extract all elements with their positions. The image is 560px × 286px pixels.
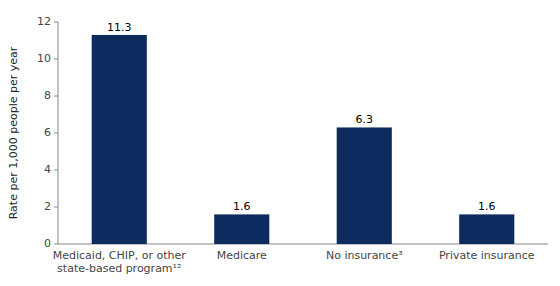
x-tick-label: No insurance³ bbox=[326, 249, 403, 262]
x-axis: Medicaid, CHIP, or otherstate-based prog… bbox=[53, 249, 535, 275]
y-tick bbox=[54, 207, 58, 208]
y-tick bbox=[54, 170, 58, 171]
y-axis-line bbox=[58, 22, 59, 244]
y-tick bbox=[54, 244, 58, 245]
bar bbox=[92, 35, 147, 244]
bar bbox=[337, 127, 392, 244]
data-labels: 11.3 1.6 6.3 1.6 bbox=[107, 21, 496, 213]
x-tick-label-line: Medicare bbox=[217, 249, 267, 262]
x-tick-label-line: Private insurance bbox=[439, 249, 535, 262]
x-tick-label: Medicare bbox=[217, 249, 267, 262]
chart: 0 2 4 6 8 10 12 Rate per 1,000 people per year 1… bbox=[0, 0, 560, 286]
y-tick bbox=[54, 133, 58, 134]
x-tick-label-line: Medicaid, CHIP, or other bbox=[53, 249, 186, 262]
y-tick-label: 12 bbox=[37, 15, 51, 28]
bars bbox=[92, 35, 515, 244]
bar bbox=[214, 214, 269, 244]
y-tick bbox=[54, 59, 58, 60]
y-tick-label: 10 bbox=[37, 52, 51, 65]
y-tick-label: 8 bbox=[44, 89, 51, 102]
y-tick-label: 0 bbox=[44, 237, 51, 250]
x-tick-label-line: No insurance³ bbox=[326, 249, 403, 262]
data-label: 1.6 bbox=[233, 200, 251, 213]
y-tick bbox=[54, 22, 58, 23]
data-label: 1.6 bbox=[478, 200, 496, 213]
data-label: 6.3 bbox=[356, 113, 374, 126]
y-tick-label: 4 bbox=[44, 163, 51, 176]
x-tick-label: Private insurance bbox=[439, 249, 535, 262]
y-axis: 0 2 4 6 8 10 12 bbox=[37, 15, 58, 250]
bar bbox=[459, 214, 514, 244]
y-axis-label: Rate per 1,000 people per year bbox=[7, 46, 20, 219]
y-tick-label: 6 bbox=[44, 126, 51, 139]
x-tick-label-line: state-based program¹² bbox=[57, 262, 181, 275]
x-tick-label: Medicaid, CHIP, or otherstate-based prog… bbox=[53, 249, 186, 275]
y-tick bbox=[54, 96, 58, 97]
y-tick-label: 2 bbox=[44, 200, 51, 213]
data-label: 11.3 bbox=[107, 21, 132, 34]
